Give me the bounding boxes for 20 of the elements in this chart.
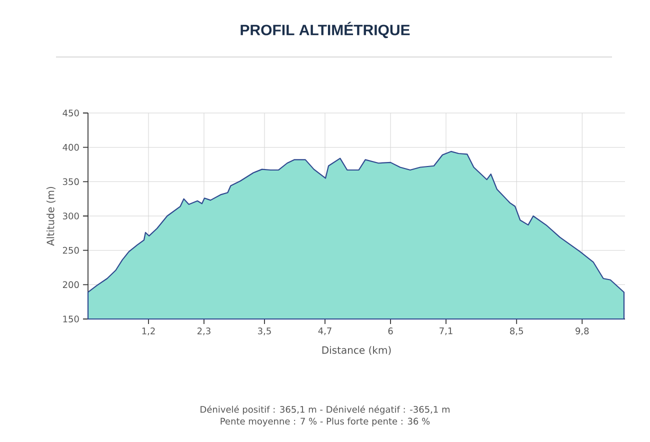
y-axis-title: Altitude (m) [46,186,56,246]
y-tick-label: 300 [62,212,79,220]
x-axis-title: Distance (km) [322,346,391,356]
chart-title: PROFIL ALTIMÉTRIQUE [240,22,410,38]
y-tick-label: 150 [63,316,79,322]
text: Pente moyenne : 7 % - Plus forte pente : 36 % [220,418,430,426]
y-tick-label: 350 [62,178,79,186]
x-tick-label: 9,8 [576,328,589,336]
y-tick-label: 250 [62,246,79,254]
x-tick-label: 3,5 [258,328,271,336]
x-tick-label: 7,1 [440,328,452,336]
x-tick-label: 4,7 [318,328,332,336]
y-tick-label: 400 [62,144,79,151]
x-tick-label: 2,3 [197,328,210,336]
text: Dénivelé positif : 365,1 m - Dénivelé négatif : -365,1 m [200,405,450,415]
y-tick-label: 450 [62,110,79,116]
y-tick-label: 200 [62,281,79,288]
x-tick-label: 1,2 [142,328,155,336]
x-tick-label: 8,5 [510,328,523,336]
x-tick-label: 6 [388,328,393,334]
